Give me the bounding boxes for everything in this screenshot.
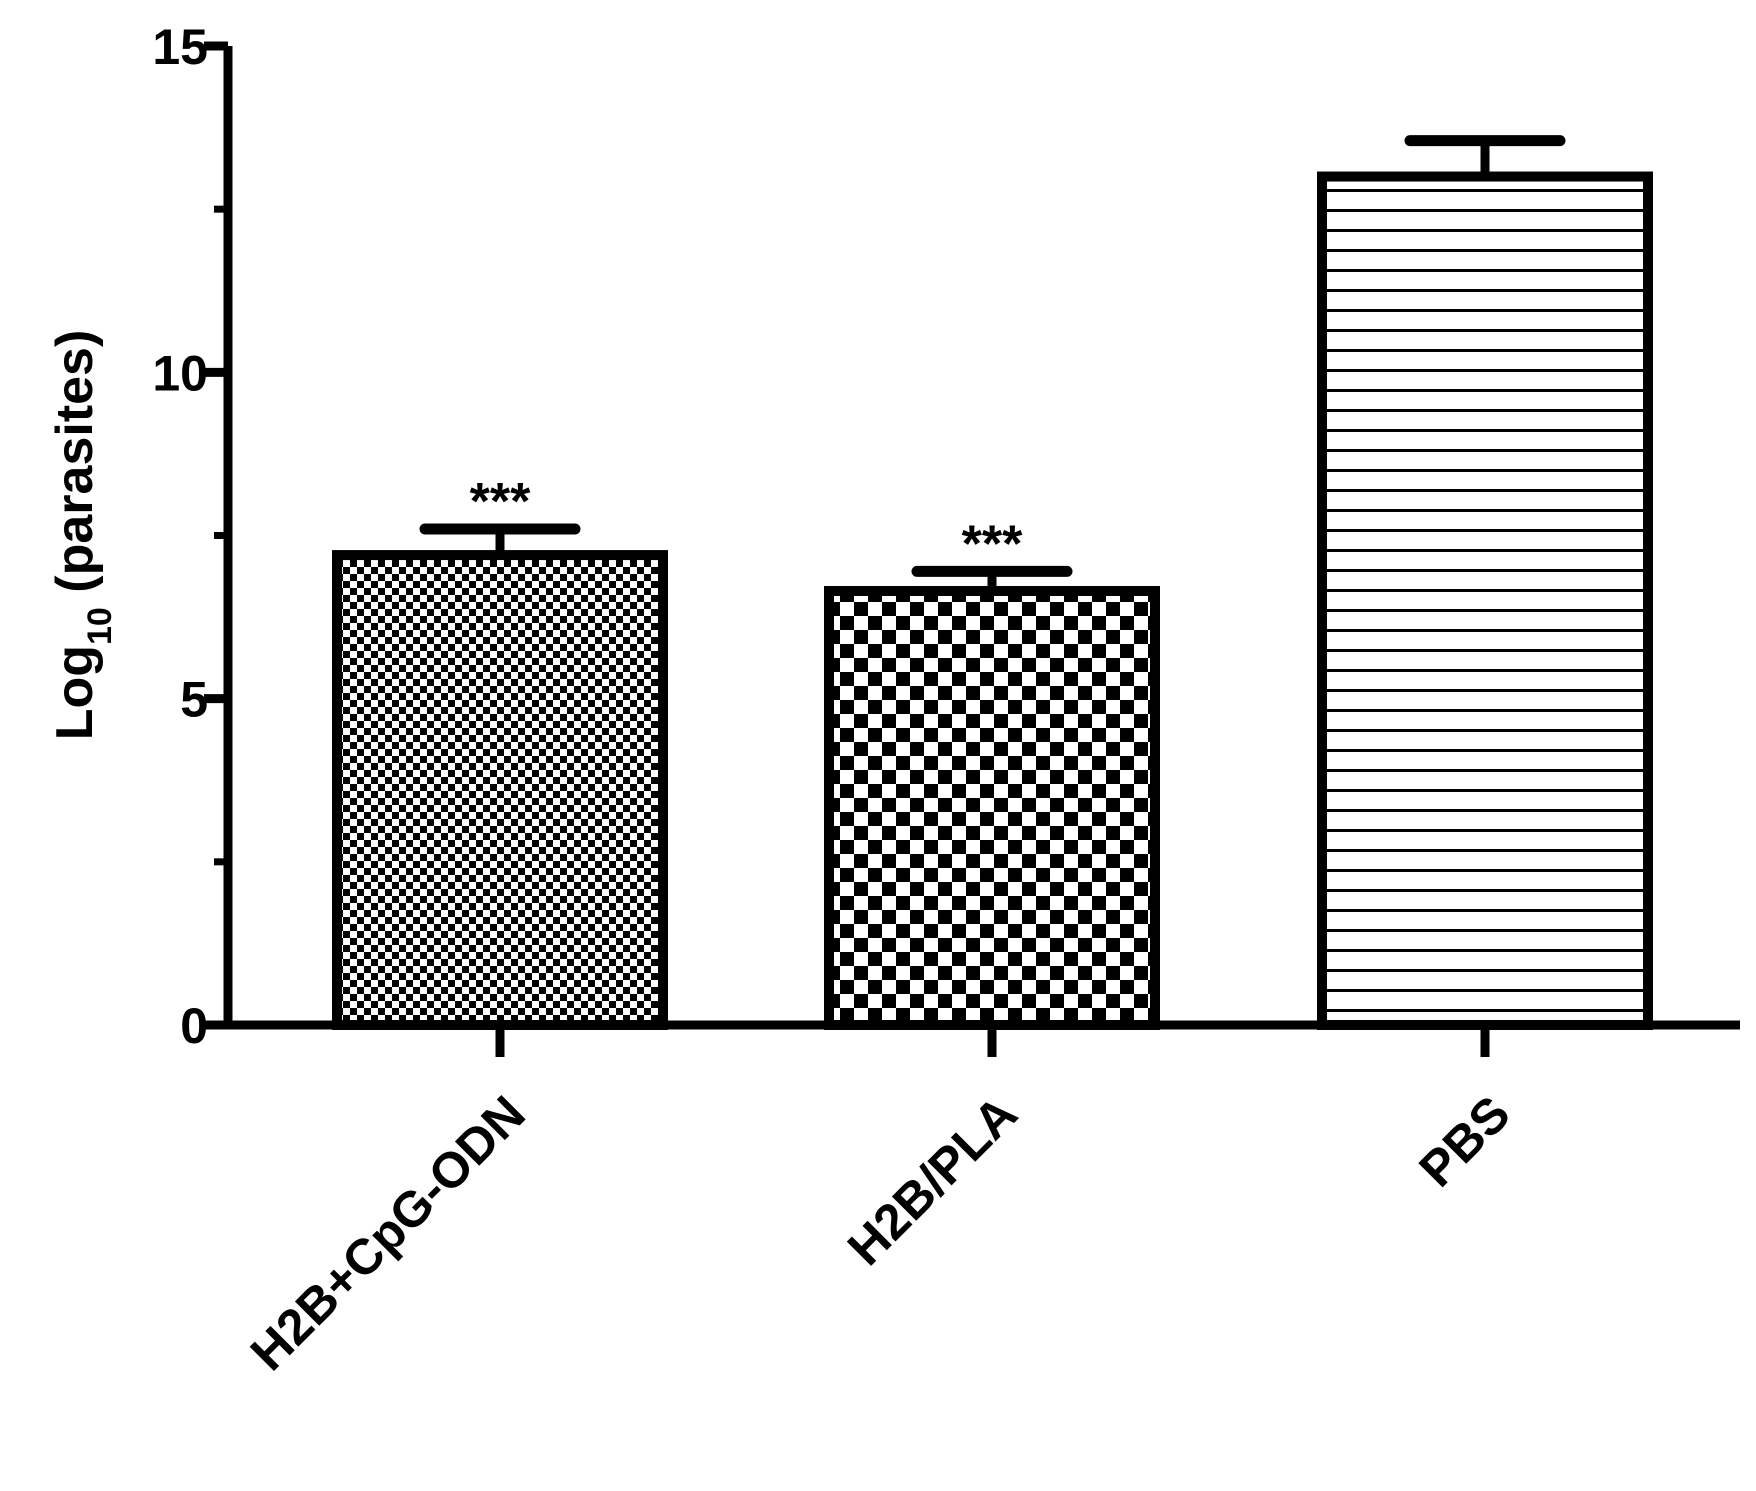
- error-bars: [419, 135, 1566, 591]
- y-axis-title: Log10 (parasites): [46, 330, 119, 741]
- bar: [824, 585, 1160, 1031]
- y-tick-labels: 0 5 10 15: [152, 19, 208, 1054]
- category-label: H2B/PLA: [837, 1085, 1028, 1276]
- significance-marker: ***: [470, 473, 531, 531]
- y-axis-title-suffix: (parasites): [46, 330, 104, 607]
- bars: [332, 171, 1653, 1031]
- y-axis-title-prefix: Log: [46, 645, 104, 740]
- y-axis: [204, 41, 233, 1030]
- category-label: H2B+CpG-ODN: [240, 1085, 536, 1381]
- significance-marker: ***: [962, 515, 1023, 573]
- bar: [332, 550, 668, 1031]
- significance-labels: *** ***: [470, 473, 1023, 573]
- category-label: PBS: [1408, 1085, 1520, 1197]
- y-tick-label: 15: [152, 19, 208, 75]
- y-tick-label: 10: [152, 345, 208, 401]
- category-labels: H2B+CpG-ODN H2B/PLA PBS: [240, 1085, 1521, 1381]
- bar: [1317, 171, 1653, 1031]
- y-tick-label: 5: [180, 672, 208, 728]
- y-axis-title-subscript: 10: [81, 607, 119, 645]
- y-tick-label: 0: [180, 998, 208, 1054]
